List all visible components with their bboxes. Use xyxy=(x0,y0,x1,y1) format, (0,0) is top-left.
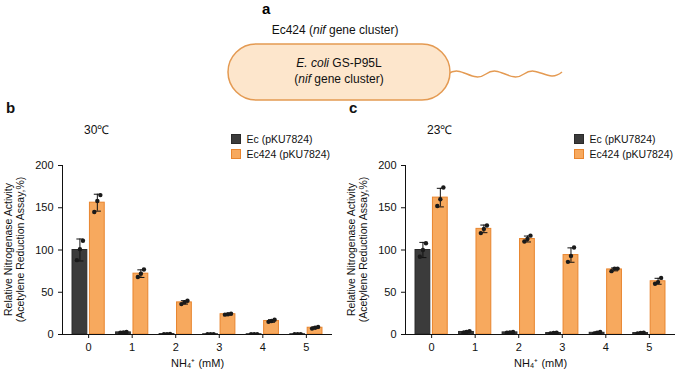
svg-text:0: 0 xyxy=(47,328,53,340)
svg-text:4: 4 xyxy=(260,341,266,353)
svg-text:200: 200 xyxy=(378,159,396,171)
html-text:Ec424 (pKU7824): Ec424 (pKU7824) xyxy=(246,147,330,160)
svg-text:200: 200 xyxy=(35,159,53,171)
html-text:Ec424 (pKU7824): Ec424 (pKU7824) xyxy=(589,147,673,160)
svg-text:a: a xyxy=(262,0,271,17)
svg-text:Ec424 (nif gene cluster): Ec424 (nif gene cluster) xyxy=(272,23,399,37)
svg-text:100: 100 xyxy=(378,244,396,256)
svg-text:2: 2 xyxy=(516,341,522,353)
html-text:b: b xyxy=(6,99,16,116)
svg-text:0: 0 xyxy=(429,341,435,353)
svg-text:5: 5 xyxy=(303,341,309,353)
svg-text:50: 50 xyxy=(384,286,396,298)
svg-text:0: 0 xyxy=(390,328,396,340)
svg-text:4: 4 xyxy=(603,341,609,353)
svg-text:150: 150 xyxy=(35,201,53,213)
svg-text:Relative Nitrogenase Activity(: Relative Nitrogenase Activity(Acetylene … xyxy=(345,177,369,323)
svg-text:5: 5 xyxy=(646,341,652,353)
svg-text:NH₄⁺ (mM): NH₄⁺ (mM) xyxy=(514,357,567,369)
html-text:30℃: 30℃ xyxy=(84,123,110,137)
html-text:c: c xyxy=(349,99,358,116)
svg-text:E. coli GS-P95L: E. coli GS-P95L xyxy=(296,56,382,70)
svg-text:0: 0 xyxy=(86,341,92,353)
svg-text:3: 3 xyxy=(559,341,565,353)
svg-text:(nif gene cluster): (nif gene cluster) xyxy=(294,72,383,86)
svg-text:NH₄⁺ (mM): NH₄⁺ (mM) xyxy=(171,357,224,369)
svg-text:1: 1 xyxy=(472,341,478,353)
html-text:23℃: 23℃ xyxy=(427,123,453,137)
svg-text:Relative Nitrogenase Activity(: Relative Nitrogenase Activity(Acetylene … xyxy=(2,177,26,323)
svg-text:3: 3 xyxy=(216,341,222,353)
html-text:Ec (pKU7824): Ec (pKU7824) xyxy=(589,132,656,145)
svg-text:150: 150 xyxy=(378,201,396,213)
html-text:Ec (pKU7824): Ec (pKU7824) xyxy=(246,132,313,145)
svg-text:100: 100 xyxy=(35,244,53,256)
svg-text:50: 50 xyxy=(41,286,53,298)
svg-text:2: 2 xyxy=(173,341,179,353)
svg-text:1: 1 xyxy=(129,341,135,353)
